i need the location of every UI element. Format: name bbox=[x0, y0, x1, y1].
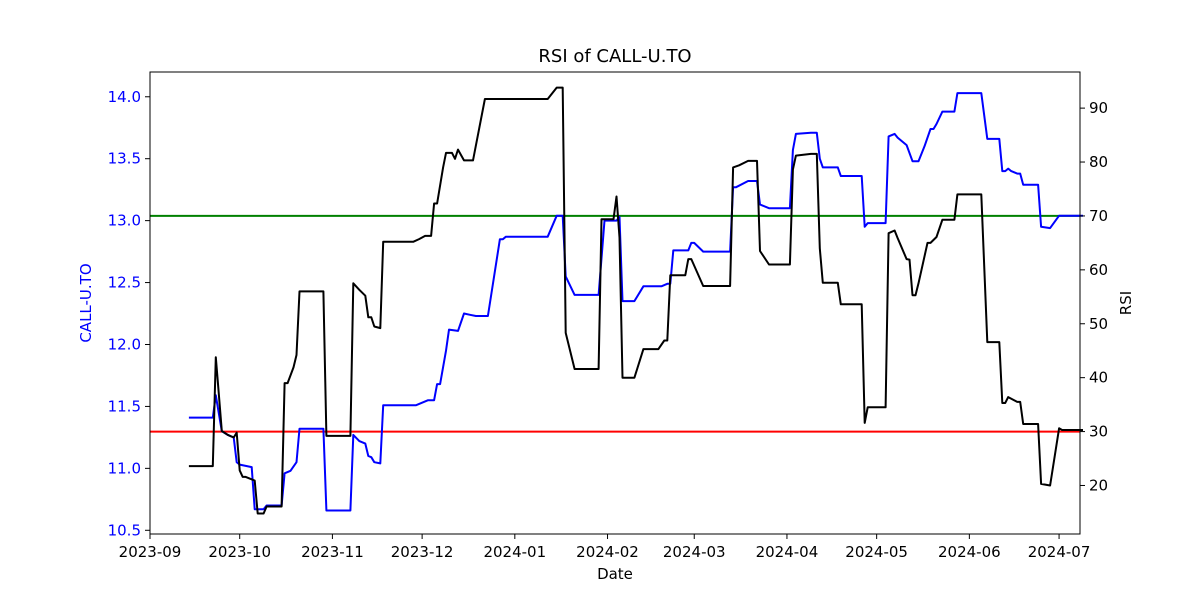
right-y-tick-label: 30 bbox=[1089, 423, 1108, 441]
x-tick-label: 2023-11 bbox=[301, 543, 364, 561]
plot-frame bbox=[149, 71, 1081, 535]
left-y-axis-label: CALL-U.TO bbox=[77, 263, 95, 342]
x-tick-label: 2023-10 bbox=[208, 543, 271, 561]
x-tick-label: 2023-12 bbox=[391, 543, 454, 561]
left-y-tick-label: 12.0 bbox=[108, 335, 141, 353]
left-y-tick-label: 13.0 bbox=[108, 212, 141, 230]
right-y-tick-label: 20 bbox=[1089, 476, 1108, 494]
right-y-tick-label: 80 bbox=[1089, 153, 1108, 171]
right-y-axis-label: RSI bbox=[1117, 291, 1135, 315]
right-y-axis-ticks: 20 30 40 50 60 70 80 90 bbox=[1080, 99, 1108, 494]
left-y-axis-ticks: 10.5 11.0 11.5 12.0 12.5 13.0 13.5 14.0 bbox=[108, 88, 150, 539]
x-tick-label: 2024-07 bbox=[1028, 543, 1091, 561]
x-axis-label: Date bbox=[597, 565, 633, 583]
left-y-tick-label: 14.0 bbox=[108, 88, 141, 106]
x-tick-label: 2024-01 bbox=[483, 543, 546, 561]
left-y-tick-label: 13.5 bbox=[108, 150, 141, 168]
right-y-tick-label: 70 bbox=[1089, 207, 1108, 225]
left-y-tick-label: 11.5 bbox=[108, 397, 141, 415]
series-lines bbox=[188, 86, 1083, 515]
right-y-tick-label: 60 bbox=[1089, 261, 1108, 279]
x-tick-label: 2023-09 bbox=[119, 543, 182, 561]
threshold-lines bbox=[150, 214, 1080, 433]
price-line bbox=[188, 92, 1083, 512]
right-y-tick-label: 90 bbox=[1089, 99, 1108, 117]
left-y-tick-label: 10.5 bbox=[108, 521, 141, 539]
x-tick-label: 2024-06 bbox=[938, 543, 1001, 561]
rsi-line bbox=[188, 86, 1083, 515]
chart-title: RSI of CALL-U.TO bbox=[538, 46, 691, 67]
x-tick-label: 2024-03 bbox=[663, 543, 726, 561]
x-axis-ticks: 2023-09 2023-10 2023-11 2023-12 2024-01 2024-… bbox=[119, 534, 1091, 561]
x-tick-label: 2024-05 bbox=[845, 543, 908, 561]
right-y-tick-label: 50 bbox=[1089, 315, 1108, 333]
x-tick-label: 2024-04 bbox=[756, 543, 819, 561]
right-y-tick-label: 40 bbox=[1089, 369, 1108, 387]
left-y-tick-label: 11.0 bbox=[108, 459, 141, 477]
left-y-tick-label: 12.5 bbox=[108, 274, 141, 292]
x-tick-label: 2024-02 bbox=[576, 543, 639, 561]
